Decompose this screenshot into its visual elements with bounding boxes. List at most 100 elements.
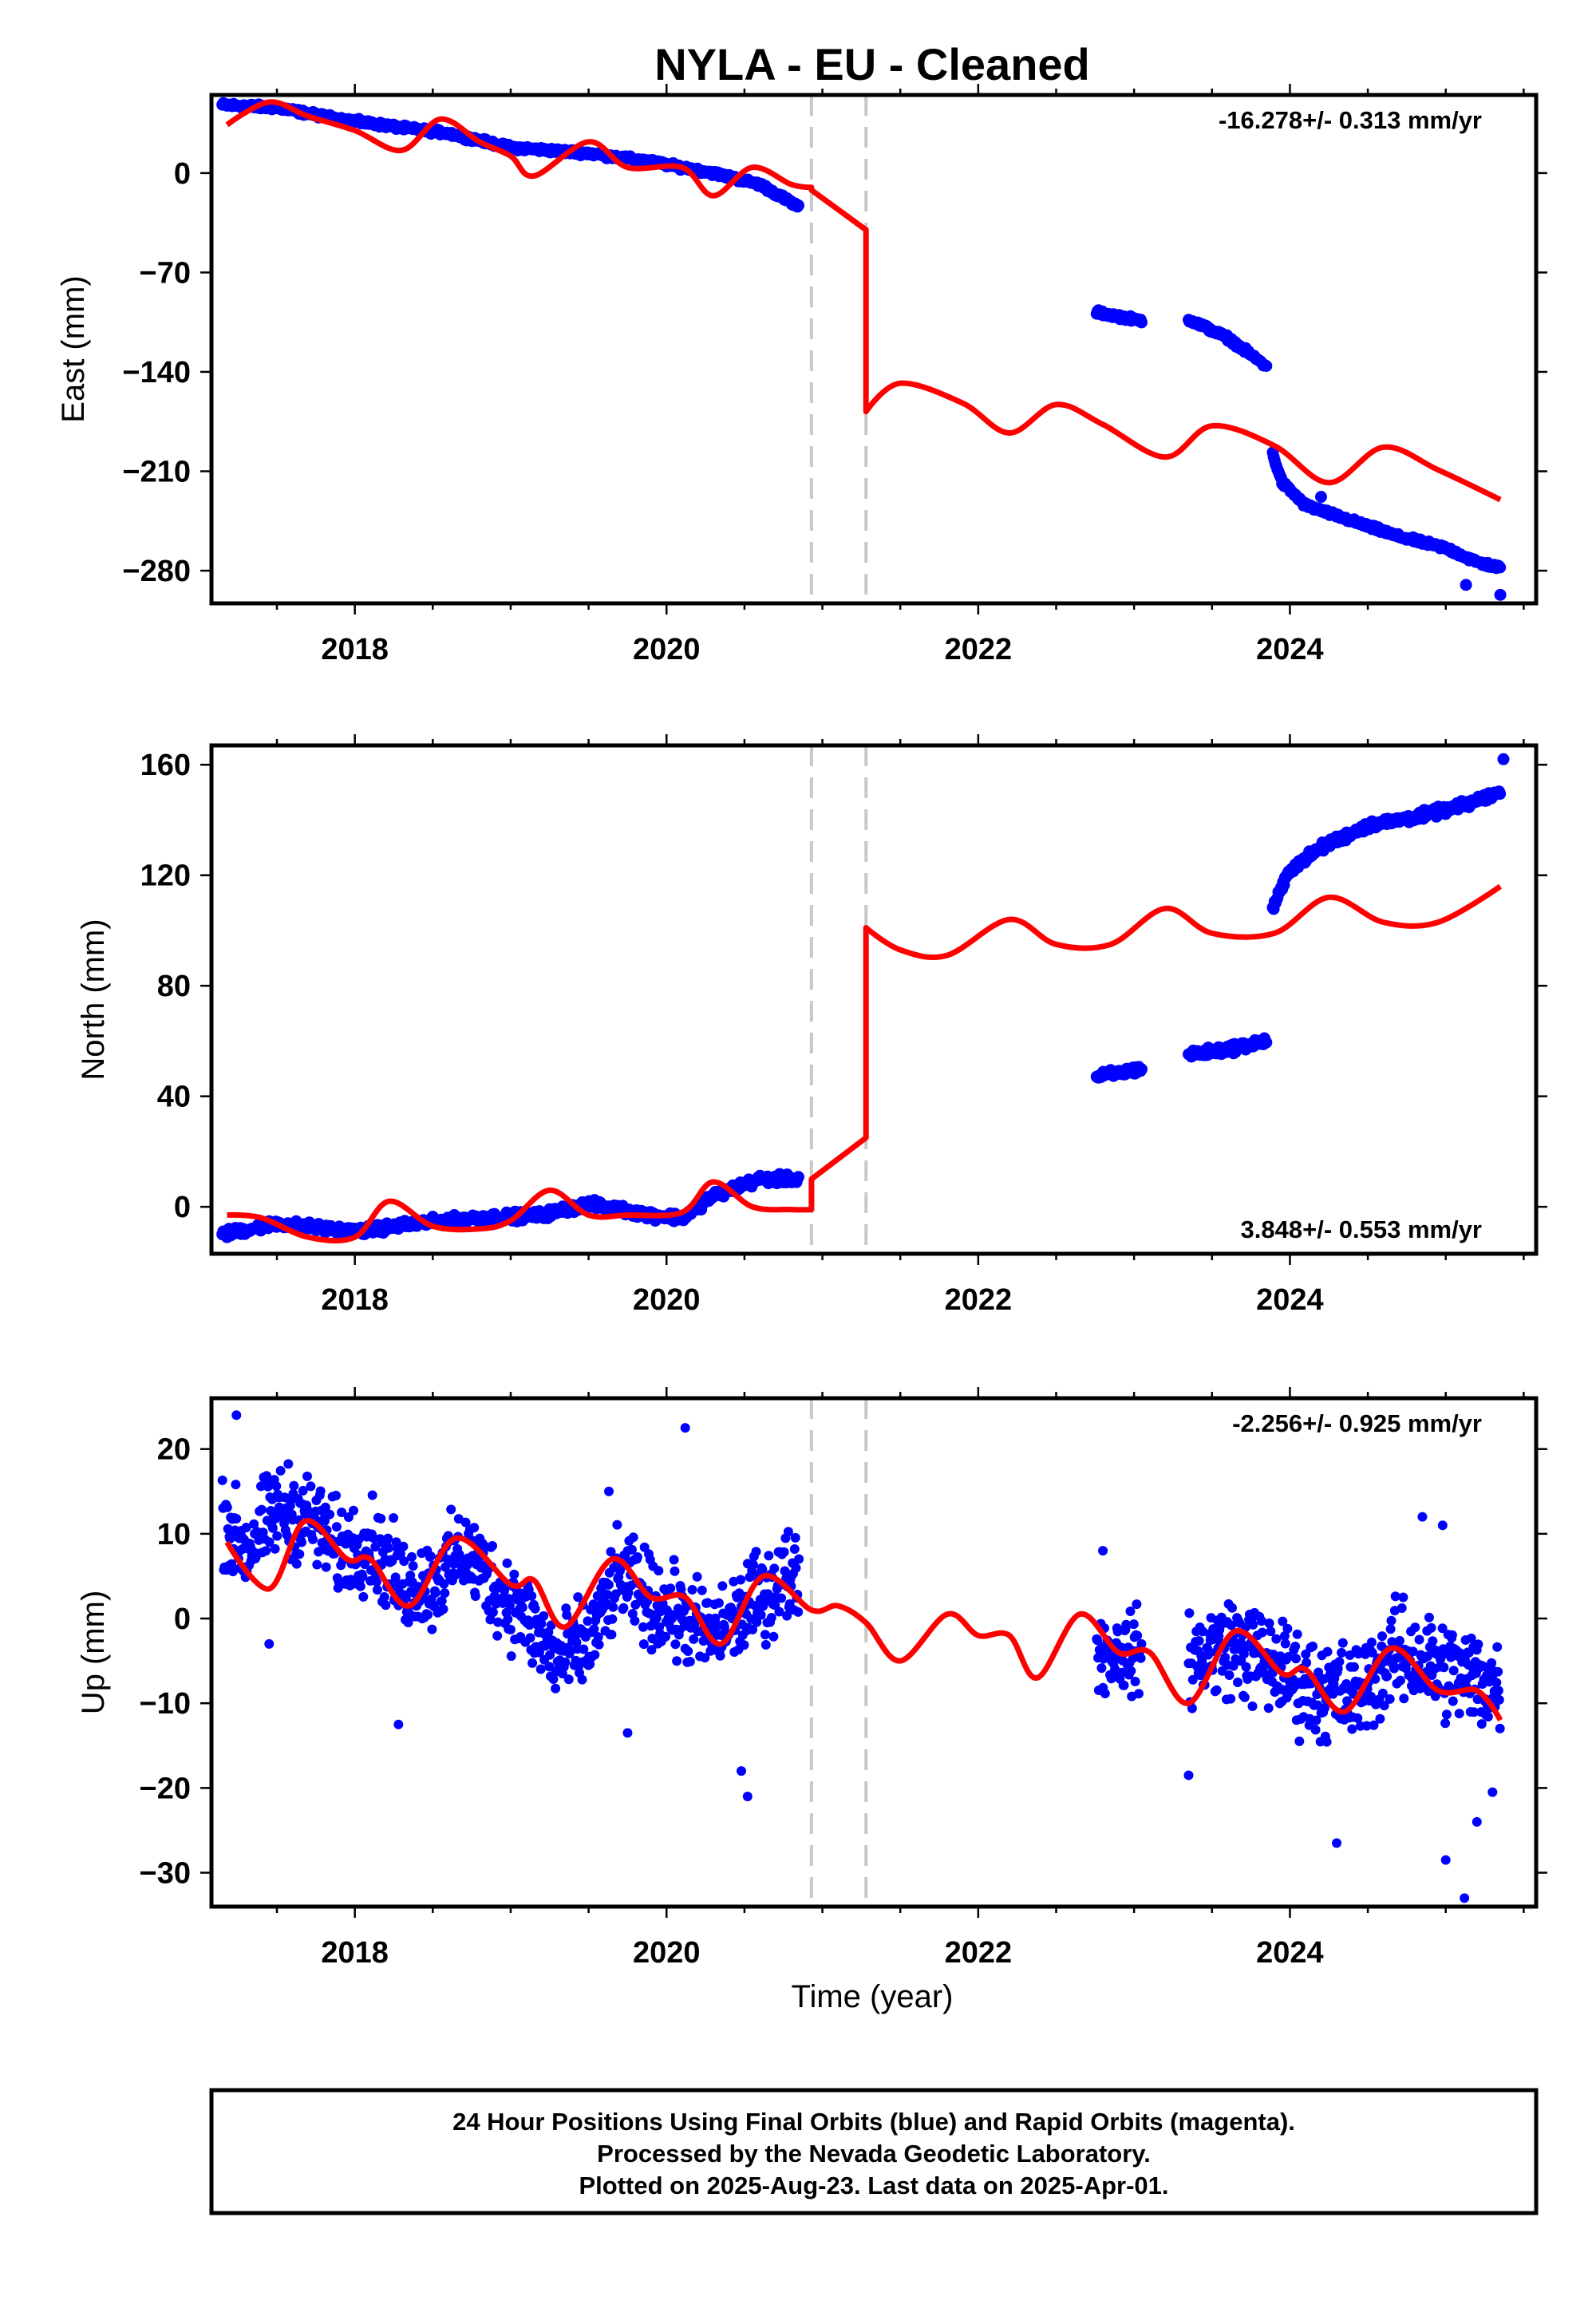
up-outlier-point bbox=[604, 1486, 614, 1496]
up-data-point bbox=[1280, 1638, 1290, 1649]
up-y-tick-label: −20 bbox=[140, 1772, 191, 1805]
up-data-point bbox=[1366, 1637, 1377, 1647]
up-data-point bbox=[766, 1613, 776, 1622]
up-data-point bbox=[488, 1607, 498, 1618]
up-data-point bbox=[439, 1579, 449, 1589]
north-frame bbox=[209, 743, 1539, 1256]
up-data-point bbox=[757, 1564, 768, 1575]
north-rate-label: 3.848+/- 0.553 mm/yr bbox=[1241, 1215, 1482, 1243]
up-data-point bbox=[315, 1486, 326, 1496]
up-data-point bbox=[1220, 1652, 1231, 1662]
up-data-point bbox=[1290, 1642, 1301, 1651]
up-data-point bbox=[748, 1559, 758, 1570]
up-data-point bbox=[751, 1547, 761, 1557]
up-data-point bbox=[628, 1532, 638, 1543]
up-data-point bbox=[1321, 1737, 1332, 1747]
up-data-point bbox=[503, 1614, 513, 1624]
up-data-point bbox=[376, 1513, 386, 1524]
up-data-point bbox=[666, 1583, 676, 1594]
up-data-point bbox=[349, 1505, 358, 1516]
up-data-point bbox=[1349, 1662, 1359, 1672]
footer-box: 24 Hour Positions Using Final Orbits (bl… bbox=[209, 2088, 1539, 2215]
up-data-point bbox=[390, 1572, 401, 1583]
up-data-point bbox=[438, 1604, 448, 1614]
up-data-point bbox=[294, 1549, 305, 1559]
east-x-tick-label: 2020 bbox=[633, 633, 701, 666]
up-data-point bbox=[585, 1659, 595, 1670]
up-data-point bbox=[670, 1566, 680, 1576]
up-data-point bbox=[780, 1566, 790, 1576]
footer-line-2: Processed by the Nevada Geodetic Laborat… bbox=[597, 2140, 1151, 2168]
up-data-point bbox=[492, 1630, 503, 1641]
up-data-point bbox=[1414, 1634, 1424, 1645]
north-y-tick-label: 80 bbox=[157, 970, 191, 1003]
up-data-point bbox=[272, 1531, 282, 1541]
up-data-point bbox=[670, 1639, 681, 1650]
up-data-point bbox=[789, 1544, 800, 1554]
up-data-point bbox=[593, 1632, 603, 1642]
north-x-tick-label: 2022 bbox=[945, 1283, 1013, 1317]
up-data-point bbox=[687, 1585, 697, 1595]
up-data-point bbox=[1426, 1622, 1436, 1633]
up-data-point bbox=[1263, 1703, 1274, 1713]
up-data-point bbox=[524, 1620, 535, 1630]
up-data-point bbox=[739, 1640, 749, 1650]
up-data-point bbox=[669, 1555, 679, 1565]
up-data-point bbox=[469, 1523, 480, 1533]
up-data-point bbox=[539, 1611, 549, 1621]
up-data-point bbox=[1386, 1615, 1396, 1626]
up-data-point bbox=[560, 1657, 571, 1667]
up-data-point bbox=[791, 1563, 801, 1573]
up-data-point bbox=[1385, 1694, 1395, 1704]
up-data-point bbox=[1256, 1616, 1266, 1626]
up-outlier-point bbox=[1437, 1520, 1448, 1531]
up-data-point bbox=[275, 1465, 286, 1476]
up-data-point bbox=[760, 1640, 771, 1650]
up-data-point bbox=[1314, 1667, 1324, 1678]
north-x-tick-label: 2018 bbox=[321, 1283, 389, 1317]
up-data-point bbox=[1130, 1677, 1140, 1686]
east-data-point bbox=[792, 199, 804, 211]
up-data-point bbox=[1476, 1719, 1487, 1729]
up-data-point bbox=[437, 1596, 447, 1606]
up-data-point bbox=[1395, 1635, 1404, 1646]
up-data-point bbox=[1134, 1689, 1144, 1699]
up-data-point bbox=[548, 1674, 559, 1684]
up-data-point bbox=[460, 1517, 471, 1528]
up-data-point bbox=[736, 1575, 746, 1585]
up-data-point bbox=[1184, 1608, 1195, 1618]
up-data-point bbox=[1227, 1603, 1237, 1613]
up-data-point bbox=[1342, 1696, 1353, 1706]
up-data-point bbox=[774, 1607, 784, 1617]
up-data-point bbox=[1491, 1678, 1502, 1688]
up-data-point bbox=[1271, 1634, 1282, 1644]
up-rate-label: -2.256+/- 0.925 mm/yr bbox=[1232, 1409, 1482, 1437]
up-data-point bbox=[343, 1512, 354, 1522]
north-model-curve bbox=[227, 883, 1503, 1244]
north-data-point bbox=[1260, 1036, 1273, 1049]
up-data-point bbox=[1233, 1678, 1242, 1687]
up-data-point bbox=[217, 1475, 227, 1485]
up-data-point bbox=[563, 1674, 574, 1685]
up-data-point bbox=[1487, 1658, 1497, 1668]
up-data-point bbox=[612, 1520, 622, 1530]
up-data-point bbox=[297, 1537, 306, 1547]
up-data-point bbox=[752, 1617, 762, 1627]
up-data-point bbox=[1092, 1635, 1103, 1646]
up-data-point bbox=[700, 1653, 710, 1663]
up-y-tick-label: 20 bbox=[157, 1433, 191, 1467]
up-data-point bbox=[321, 1562, 331, 1572]
up-data-point bbox=[355, 1581, 365, 1591]
up-data-point bbox=[1345, 1650, 1355, 1660]
up-data-point bbox=[530, 1603, 540, 1614]
up-data-point bbox=[368, 1533, 378, 1543]
up-data-point bbox=[1211, 1685, 1222, 1695]
up-data-point bbox=[493, 1617, 503, 1627]
east-frame bbox=[209, 93, 1539, 606]
up-data-point bbox=[606, 1630, 617, 1640]
up-data-point bbox=[562, 1610, 572, 1620]
east-outlier-point bbox=[1494, 588, 1507, 601]
up-data-point bbox=[1128, 1619, 1139, 1630]
up-data-point bbox=[618, 1603, 629, 1613]
up-data-point bbox=[407, 1551, 417, 1562]
